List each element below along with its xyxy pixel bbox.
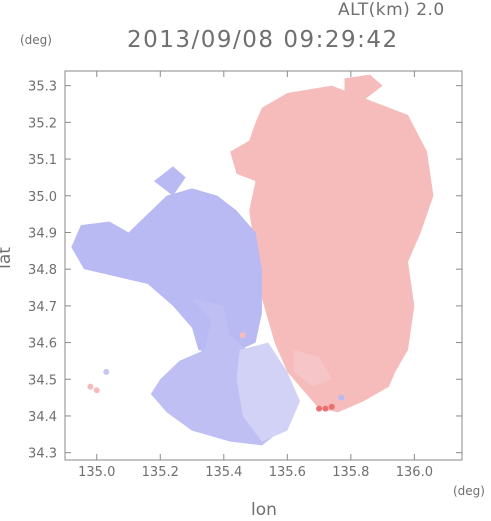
x-tick-label: 135.2 xyxy=(142,465,179,480)
x-tick-label: 135.4 xyxy=(205,465,242,480)
x-tick-label: 135.6 xyxy=(269,465,306,480)
region-positive-6 xyxy=(293,349,332,387)
field-regions xyxy=(71,74,434,446)
spot-1 xyxy=(316,405,323,412)
x-unit-label: (deg) xyxy=(453,484,485,498)
spot-8 xyxy=(274,302,281,309)
region-negative-2 xyxy=(71,188,262,358)
y-tick-label: 34.3 xyxy=(28,447,57,462)
spot-6 xyxy=(239,332,246,339)
x-ticks: 135.0 135.2 135.4 135.6 135.8 136.0 xyxy=(78,71,433,480)
x-tick-label: 135.0 xyxy=(78,465,115,480)
spot-3 xyxy=(87,383,94,390)
y-tick-label: 34.5 xyxy=(28,373,57,388)
spot-5 xyxy=(93,387,100,394)
x-tick-label: 136.0 xyxy=(396,465,433,480)
y-axis-label: lat xyxy=(0,247,15,269)
region-negative-4 xyxy=(236,342,301,442)
region-positive-1 xyxy=(344,74,383,101)
y-tick-label: 35.2 xyxy=(28,116,57,131)
spot-0 xyxy=(322,405,329,412)
spot-7 xyxy=(338,394,345,401)
region-negative-5 xyxy=(153,166,186,196)
spot-2 xyxy=(328,403,335,410)
region-positive-0 xyxy=(230,85,434,413)
y-ticks: 34.3 34.4 34.5 34.6 34.7 34.8 34.9 35.0 35.1 35.2… xyxy=(28,80,462,462)
spot-4 xyxy=(103,368,110,375)
y-tick-label: 34.9 xyxy=(28,226,57,241)
x-tick-label: 135.8 xyxy=(332,465,369,480)
altitude-label: ALT(km) 2.0 xyxy=(338,0,445,20)
y-tick-label: 34.8 xyxy=(28,263,57,278)
x-axis-label: lon xyxy=(251,500,277,520)
y-tick-label: 35.3 xyxy=(28,80,57,95)
y-unit-label: (deg) xyxy=(20,33,52,47)
timestamp-title: 2013/09/08 09:29:42 xyxy=(127,27,399,53)
y-tick-label: 35.1 xyxy=(28,153,57,168)
y-tick-label: 35.0 xyxy=(28,190,57,205)
y-tick-label: 34.6 xyxy=(28,337,57,352)
y-tick-label: 34.7 xyxy=(28,300,57,315)
y-tick-label: 34.4 xyxy=(28,410,57,425)
field-spots xyxy=(87,302,345,412)
plot-frame xyxy=(64,70,463,461)
